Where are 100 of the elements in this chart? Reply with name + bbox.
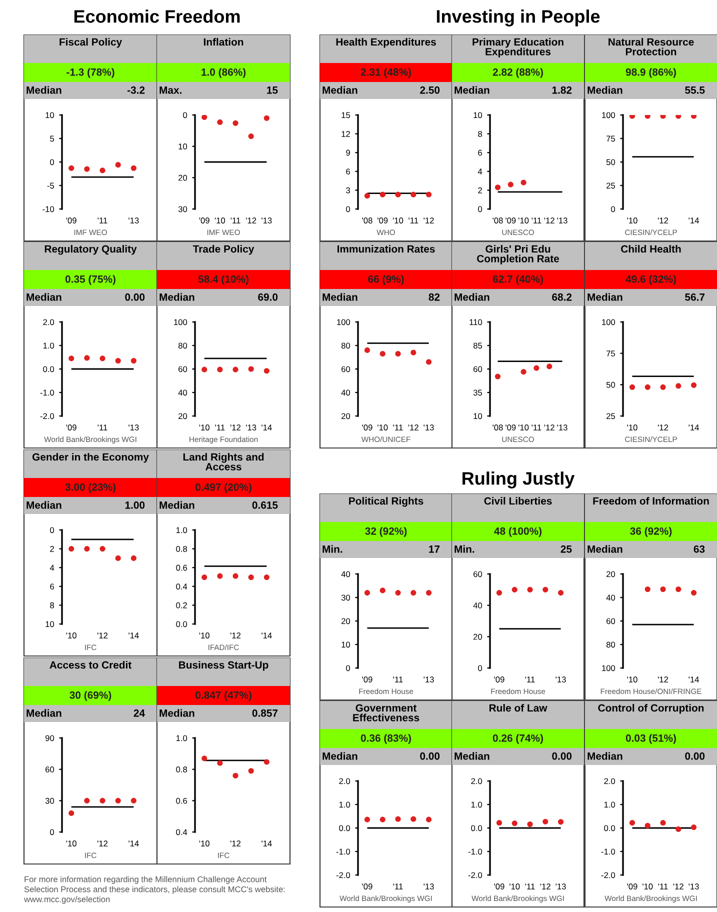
- y-tick-label: 0.0: [339, 825, 350, 832]
- point: [426, 359, 432, 365]
- x-tick-label: '13: [556, 884, 566, 890]
- y-tick-label: 0.8: [176, 766, 187, 772]
- y-tick-label: 40: [341, 390, 350, 396]
- y-tick-label: 0: [183, 112, 188, 118]
- x-tick-label: '11: [532, 218, 542, 224]
- chart-subtitle: 36 (92%): [630, 527, 672, 537]
- x-tick-label: '10: [627, 218, 638, 224]
- point: [232, 772, 238, 778]
- x-tick-label: '10: [518, 218, 529, 224]
- text: 15: [267, 86, 278, 94]
- text: Median: [588, 545, 622, 553]
- x-tick-label: '08: [492, 424, 503, 430]
- x-tick-label: '10: [66, 632, 76, 638]
- y-tick-label: 1.0: [176, 735, 188, 742]
- text: Selection Process and these indicators, please consult MCC's website:: [24, 886, 285, 894]
- x-tick-label: '13: [424, 884, 434, 890]
- chart-title: Fiscal Policy: [60, 38, 122, 48]
- x-tick-label: '11: [658, 884, 668, 890]
- y-tick-label: 20: [178, 413, 188, 420]
- x-tick-label: '14: [262, 632, 272, 638]
- point: [202, 756, 208, 762]
- y-tick-label: -2.0: [336, 872, 350, 878]
- x-tick-label: '09: [494, 676, 504, 682]
- x-tick-label: '12: [540, 884, 550, 890]
- chart-title: Land Rights and Access: [183, 453, 264, 470]
- x-tick-label: '11: [525, 884, 535, 890]
- y-tick-label: 8: [478, 131, 482, 137]
- y-tick-label: 1.0: [339, 802, 350, 808]
- y-tick-label: 100: [602, 665, 616, 672]
- x-tick-label: '12: [544, 424, 554, 430]
- chart-title: Access to Credit: [50, 661, 132, 669]
- text: 68.2: [552, 293, 572, 301]
- point: [494, 374, 501, 380]
- y-tick-label: 60: [46, 766, 54, 772]
- y-tick-label: 90: [45, 735, 54, 742]
- x-tick-label: '14: [128, 632, 139, 638]
- x-tick-label: '12: [97, 632, 108, 638]
- y-tick-label: 20: [606, 571, 616, 578]
- y-tick-label: 10: [342, 642, 350, 648]
- y-tick-label: 20: [342, 618, 350, 624]
- y-tick-label: 0.2: [176, 602, 187, 608]
- y-tick-label: 10: [46, 621, 54, 628]
- text: Economic Freedom: [74, 10, 240, 23]
- chart-subtitle: 3.00 (23%): [65, 483, 116, 493]
- y-tick-label: 60: [342, 366, 350, 372]
- chart-subtitle: -1.3 (78%): [66, 68, 114, 78]
- x-tick-label: '12: [408, 424, 418, 430]
- y-tick-label: 0.0: [471, 825, 482, 832]
- y-tick-label: 25: [606, 413, 616, 420]
- point: [232, 120, 238, 126]
- y-tick-label: 15: [342, 112, 350, 118]
- x-tick-label: '12: [230, 632, 241, 638]
- chart-subtitle: 0.36 (83%): [360, 734, 411, 744]
- x-tick-label: '12: [97, 840, 108, 846]
- chart-title: Primary Education Expenditures: [472, 38, 564, 58]
- x-tick-label: '10: [518, 424, 529, 430]
- y-tick-label: 0: [50, 527, 54, 534]
- text: 0.00: [552, 752, 572, 760]
- y-tick-label: 2.0: [604, 778, 616, 784]
- chart-subtitle: 1.0 (86%): [202, 68, 246, 78]
- y-tick-label: 50: [606, 382, 616, 388]
- chart-subtitle: 0.35 (75%): [65, 275, 116, 285]
- text: 63: [694, 545, 705, 553]
- y-tick-label: 60: [606, 618, 616, 624]
- text: 0.00: [125, 293, 145, 301]
- point: [395, 350, 401, 357]
- y-tick-label: 5: [50, 136, 54, 142]
- text: 25: [560, 545, 572, 553]
- chart-subtitle: 2.82 (88%): [492, 68, 543, 78]
- x-tick-label: '13: [556, 676, 566, 682]
- chart-title: Rule of Law: [489, 704, 548, 712]
- y-tick-label: 0: [50, 829, 54, 836]
- y-tick-label: 110: [470, 319, 482, 326]
- y-tick-label: 100: [174, 319, 188, 326]
- y-tick-label: -1.0: [336, 848, 350, 855]
- chart-title: Control of Corruption: [598, 704, 704, 714]
- y-tick-label: 2.0: [339, 778, 350, 784]
- text: Median: [26, 293, 62, 301]
- text: Min.: [454, 545, 474, 553]
- x-tick-label: '08: [362, 218, 372, 224]
- chart-subtitle: 0.497 (20%): [196, 483, 252, 493]
- x-tick-label: '10: [392, 218, 404, 224]
- y-tick-label: 6: [346, 168, 350, 174]
- y-tick-label: -1.0: [601, 848, 616, 855]
- x-tick-label: '14: [688, 218, 699, 224]
- chart-title: Political Rights: [349, 497, 424, 507]
- y-tick-label: 20: [474, 634, 482, 640]
- y-tick-label: 75: [606, 350, 616, 356]
- x-tick-label: '13: [246, 424, 256, 430]
- x-tick-label: '14: [262, 424, 272, 430]
- text: 24: [134, 709, 145, 717]
- text: Median: [454, 293, 490, 301]
- y-tick-label: 80: [178, 342, 188, 349]
- text: Median: [322, 752, 358, 760]
- point: [660, 820, 666, 826]
- y-tick-label: -1.0: [40, 390, 54, 396]
- y-tick-label: 2: [478, 187, 482, 194]
- x-tick-label: '09: [494, 884, 504, 890]
